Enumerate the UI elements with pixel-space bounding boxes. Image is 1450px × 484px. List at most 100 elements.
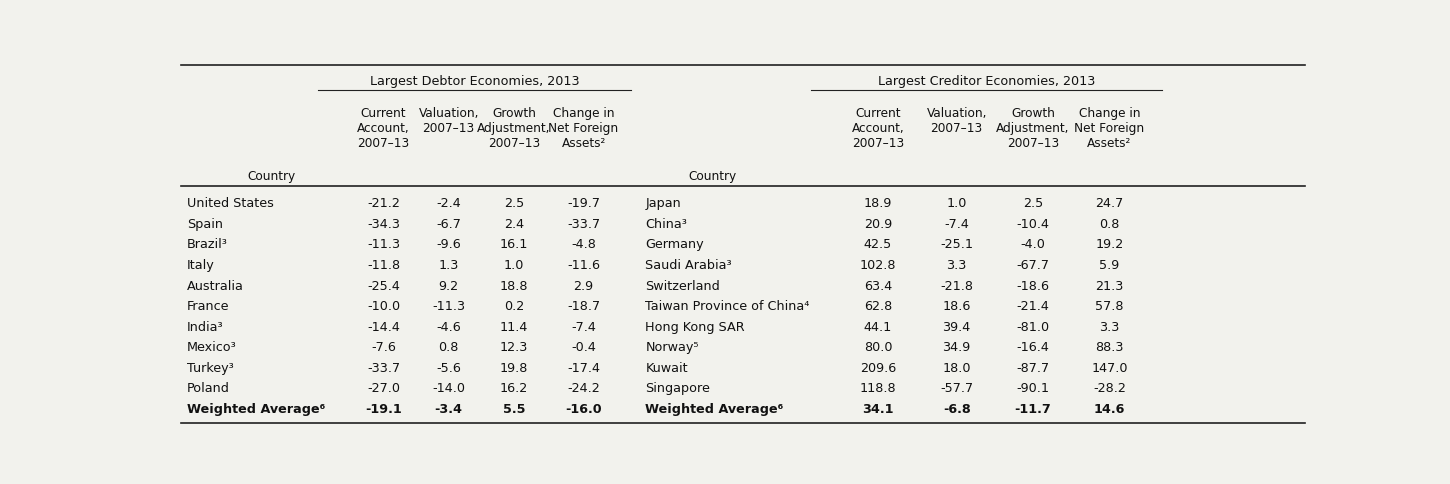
Text: -87.7: -87.7 — [1016, 361, 1050, 374]
Text: Largest Debtor Economies, 2013: Largest Debtor Economies, 2013 — [370, 75, 580, 88]
Text: -19.7: -19.7 — [567, 197, 600, 210]
Text: 20.9: 20.9 — [864, 217, 892, 230]
Text: Country: Country — [689, 170, 737, 183]
Text: Hong Kong SAR: Hong Kong SAR — [645, 320, 745, 333]
Text: 12.3: 12.3 — [500, 340, 528, 353]
Text: Japan: Japan — [645, 197, 682, 210]
Text: -28.2: -28.2 — [1093, 381, 1125, 394]
Text: Spain: Spain — [187, 217, 223, 230]
Text: -11.6: -11.6 — [567, 258, 600, 272]
Text: India³: India³ — [187, 320, 223, 333]
Text: -7.4: -7.4 — [944, 217, 969, 230]
Text: Taiwan Province of China⁴: Taiwan Province of China⁴ — [645, 300, 809, 312]
Text: 39.4: 39.4 — [942, 320, 970, 333]
Text: Switzerland: Switzerland — [645, 279, 721, 292]
Text: Australia: Australia — [187, 279, 244, 292]
Text: -3.4: -3.4 — [435, 402, 463, 415]
Text: 209.6: 209.6 — [860, 361, 896, 374]
Text: 18.9: 18.9 — [864, 197, 892, 210]
Text: -6.8: -6.8 — [942, 402, 970, 415]
Text: Weighted Average⁶: Weighted Average⁶ — [645, 402, 783, 415]
Text: Largest Creditor Economies, 2013: Largest Creditor Economies, 2013 — [877, 75, 1095, 88]
Text: -81.0: -81.0 — [1016, 320, 1050, 333]
Text: 11.4: 11.4 — [500, 320, 528, 333]
Text: 0.8: 0.8 — [1099, 217, 1119, 230]
Text: -18.6: -18.6 — [1016, 279, 1050, 292]
Text: -21.4: -21.4 — [1016, 300, 1050, 312]
Text: 16.1: 16.1 — [500, 238, 528, 251]
Text: -11.3: -11.3 — [367, 238, 400, 251]
Text: 102.8: 102.8 — [860, 258, 896, 272]
Text: 63.4: 63.4 — [864, 279, 892, 292]
Text: 9.2: 9.2 — [439, 279, 458, 292]
Text: 18.0: 18.0 — [942, 361, 972, 374]
Text: -4.0: -4.0 — [1021, 238, 1045, 251]
Text: Norway⁵: Norway⁵ — [645, 340, 699, 353]
Text: Current
Account,
2007–13: Current Account, 2007–13 — [851, 106, 905, 150]
Text: -4.8: -4.8 — [571, 238, 596, 251]
Text: 3.3: 3.3 — [1099, 320, 1119, 333]
Text: Current
Account,
2007–13: Current Account, 2007–13 — [357, 106, 410, 150]
Text: 16.2: 16.2 — [500, 381, 528, 394]
Text: 0.8: 0.8 — [438, 340, 458, 353]
Text: 24.7: 24.7 — [1095, 197, 1124, 210]
Text: Growth
Adjustment,
2007–13: Growth Adjustment, 2007–13 — [477, 106, 551, 150]
Text: -7.4: -7.4 — [571, 320, 596, 333]
Text: 88.3: 88.3 — [1095, 340, 1124, 353]
Text: -5.6: -5.6 — [436, 361, 461, 374]
Text: France: France — [187, 300, 229, 312]
Text: 118.8: 118.8 — [860, 381, 896, 394]
Text: -25.1: -25.1 — [940, 238, 973, 251]
Text: China³: China³ — [645, 217, 687, 230]
Text: -0.4: -0.4 — [571, 340, 596, 353]
Text: Poland: Poland — [187, 381, 229, 394]
Text: Turkey³: Turkey³ — [187, 361, 233, 374]
Text: -14.4: -14.4 — [367, 320, 400, 333]
Text: -14.0: -14.0 — [432, 381, 465, 394]
Text: 80.0: 80.0 — [864, 340, 892, 353]
Text: Change in
Net Foreign
Assets²: Change in Net Foreign Assets² — [1074, 106, 1144, 150]
Text: -2.4: -2.4 — [436, 197, 461, 210]
Text: Valuation,
2007–13: Valuation, 2007–13 — [927, 106, 987, 135]
Text: -27.0: -27.0 — [367, 381, 400, 394]
Text: -21.8: -21.8 — [940, 279, 973, 292]
Text: Germany: Germany — [645, 238, 705, 251]
Text: 21.3: 21.3 — [1095, 279, 1124, 292]
Text: Country: Country — [247, 170, 296, 183]
Text: 44.1: 44.1 — [864, 320, 892, 333]
Text: -11.7: -11.7 — [1015, 402, 1051, 415]
Text: 19.8: 19.8 — [500, 361, 528, 374]
Text: -17.4: -17.4 — [567, 361, 600, 374]
Text: -19.1: -19.1 — [365, 402, 402, 415]
Text: 2.5: 2.5 — [503, 197, 523, 210]
Text: 14.6: 14.6 — [1093, 402, 1125, 415]
Text: -33.7: -33.7 — [367, 361, 400, 374]
Text: -10.0: -10.0 — [367, 300, 400, 312]
Text: -90.1: -90.1 — [1016, 381, 1050, 394]
Text: 147.0: 147.0 — [1092, 361, 1128, 374]
Text: Brazil³: Brazil³ — [187, 238, 228, 251]
Text: 0.2: 0.2 — [503, 300, 523, 312]
Text: 2.9: 2.9 — [574, 279, 593, 292]
Text: -6.7: -6.7 — [436, 217, 461, 230]
Text: -33.7: -33.7 — [567, 217, 600, 230]
Text: Singapore: Singapore — [645, 381, 710, 394]
Text: Valuation,
2007–13: Valuation, 2007–13 — [419, 106, 478, 135]
Text: Italy: Italy — [187, 258, 215, 272]
Text: 1.0: 1.0 — [947, 197, 967, 210]
Text: -11.8: -11.8 — [367, 258, 400, 272]
Text: -16.4: -16.4 — [1016, 340, 1050, 353]
Text: 1.3: 1.3 — [438, 258, 458, 272]
Text: Saudi Arabia³: Saudi Arabia³ — [645, 258, 732, 272]
Text: 34.1: 34.1 — [863, 402, 893, 415]
Text: 57.8: 57.8 — [1095, 300, 1124, 312]
Text: -16.0: -16.0 — [566, 402, 602, 415]
Text: -24.2: -24.2 — [567, 381, 600, 394]
Text: -11.3: -11.3 — [432, 300, 465, 312]
Text: 19.2: 19.2 — [1095, 238, 1124, 251]
Text: -7.6: -7.6 — [371, 340, 396, 353]
Text: 1.0: 1.0 — [503, 258, 523, 272]
Text: -34.3: -34.3 — [367, 217, 400, 230]
Text: Growth
Adjustment,
2007–13: Growth Adjustment, 2007–13 — [996, 106, 1070, 150]
Text: -18.7: -18.7 — [567, 300, 600, 312]
